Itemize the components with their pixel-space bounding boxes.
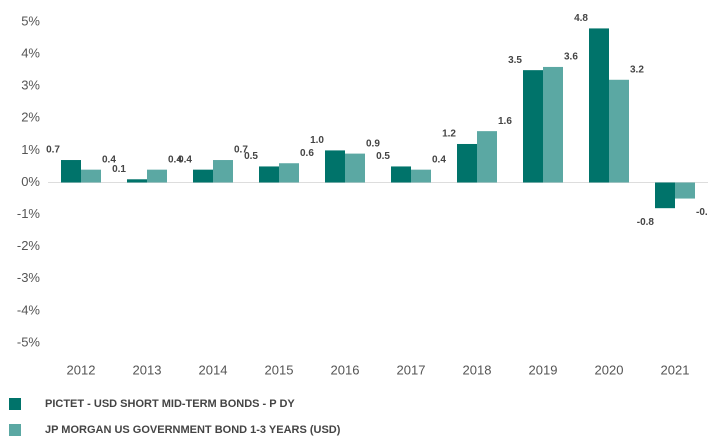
value-label: 3.6 [564, 52, 578, 63]
x-tick-label: 2015 [265, 362, 294, 377]
value-label: 0.4 [102, 154, 116, 165]
value-label: 3.2 [630, 64, 644, 75]
x-tick-label: 2016 [331, 362, 360, 377]
x-tick-label: 2013 [133, 362, 162, 377]
bar [259, 166, 279, 183]
bar [675, 182, 695, 199]
x-tick-label: 2021 [661, 362, 690, 377]
value-label: -0.8 [637, 217, 655, 228]
bar [213, 160, 233, 183]
y-tick-label: 3% [21, 78, 40, 93]
bar [457, 143, 477, 183]
bar [523, 70, 543, 183]
value-label: 0.4 [168, 154, 182, 165]
value-label: 4.8 [574, 13, 588, 24]
y-tick-label: -2% [17, 238, 41, 253]
x-tick-label: 2018 [463, 362, 492, 377]
value-label: 1.6 [498, 116, 512, 127]
value-label: 0.7 [46, 145, 60, 156]
value-label: 0.6 [300, 148, 314, 159]
x-tick-label: 2014 [199, 362, 228, 377]
value-label: 0.5 [244, 151, 258, 162]
bar [61, 160, 81, 183]
x-tick-label: 2020 [595, 362, 624, 377]
bar [193, 169, 213, 183]
legend-swatch [9, 398, 21, 410]
bar [609, 79, 629, 183]
value-label: 0.9 [366, 138, 380, 149]
y-tick-label: -5% [17, 334, 41, 349]
value-label: 0.4 [432, 154, 446, 165]
value-label: 0.7 [234, 145, 248, 156]
value-label: 0.4 [178, 154, 192, 165]
bar [543, 66, 563, 183]
y-tick-label: -1% [17, 206, 41, 221]
bar [655, 182, 675, 209]
x-tick-label: 2019 [529, 362, 558, 377]
y-tick-label: 1% [21, 142, 40, 157]
bar [411, 169, 431, 183]
bar [147, 169, 167, 183]
bar [391, 166, 411, 183]
y-tick-label: 2% [21, 110, 40, 125]
bar [81, 169, 101, 183]
value-label: 0.5 [376, 151, 390, 162]
value-label: -0.5 [696, 207, 708, 218]
legend-label: PICTET - USD SHORT MID-TERM BONDS - P DY [45, 398, 295, 410]
y-tick-label: 5% [21, 13, 40, 28]
bar [325, 150, 345, 183]
y-tick-label: -4% [17, 302, 41, 317]
bar [477, 131, 497, 183]
x-tick-label: 2017 [397, 362, 426, 377]
legend-swatch [9, 424, 21, 436]
y-tick-label: 0% [21, 174, 40, 189]
legend-label: JP MORGAN US GOVERNMENT BOND 1-3 YEARS (… [45, 424, 341, 436]
bar [127, 179, 147, 183]
bar [345, 153, 365, 183]
bar [279, 163, 299, 183]
x-tick-label: 2012 [67, 362, 96, 377]
value-label: 3.5 [508, 55, 522, 66]
y-tick-label: 4% [21, 46, 40, 61]
value-label: 0.1 [112, 164, 126, 175]
value-label: 1.0 [310, 135, 324, 146]
value-label: 1.2 [442, 129, 456, 140]
y-tick-label: -3% [17, 270, 41, 285]
bar [589, 28, 609, 183]
